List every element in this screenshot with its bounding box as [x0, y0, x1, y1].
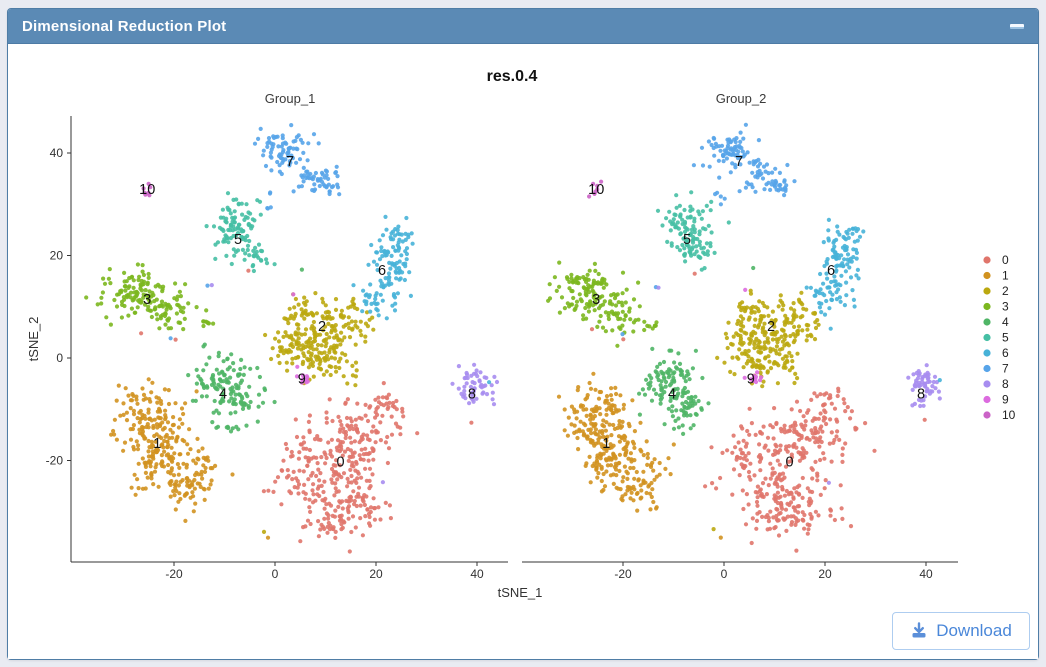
legend-label: 10	[1002, 408, 1016, 422]
legend-item-0: 0	[983, 253, 1009, 267]
y-tick-label: 40	[50, 146, 64, 160]
legend-item-5: 5	[983, 331, 1009, 345]
cluster-label-10: 10	[139, 182, 155, 198]
cluster-label-7: 7	[286, 154, 294, 170]
legend-swatch	[983, 287, 991, 295]
legend-swatch	[983, 256, 991, 264]
legend-swatch	[983, 333, 991, 342]
cluster-label-3: 3	[143, 292, 151, 308]
cluster-label-5: 5	[234, 232, 242, 248]
cluster-label-6: 6	[827, 263, 835, 279]
legend-label: 8	[1002, 377, 1009, 391]
minimize-icon[interactable]	[1010, 23, 1024, 29]
legend-label: 7	[1002, 362, 1009, 376]
scatter-points	[84, 122, 942, 554]
y-tick-label: 0	[56, 351, 63, 365]
cluster-label-9: 9	[298, 372, 306, 388]
facet-label-group-2: Group_2	[716, 91, 767, 106]
x-axis-title: tSNE_1	[498, 585, 543, 600]
panel-points-Group_1	[84, 123, 500, 554]
legend-swatch	[983, 302, 991, 311]
download-button[interactable]: Download	[892, 612, 1030, 650]
cluster-label-4: 4	[219, 386, 227, 402]
x-tick-label: 20	[369, 567, 383, 581]
plot-area: res.0.4 Group_1 Group_2 tSNE_1 tSNE_2 -2…	[8, 44, 1038, 659]
dimensional-reduction-panel: Dimensional Reduction Plot res.0.4 Group…	[7, 8, 1039, 660]
legend-label: 0	[1002, 253, 1009, 267]
x-tick-label: 0	[272, 567, 279, 581]
cluster-label-10: 10	[588, 182, 604, 198]
cluster-labels: 0 1 2 3 4 5 6 7 8 9 10 0 1 2 3 4 5 6 7 8 9 10	[139, 154, 925, 470]
cluster-label-9: 9	[747, 372, 755, 388]
x-tick-label: -20	[614, 567, 632, 581]
download-button-label: Download	[936, 621, 1012, 640]
legend-swatch	[983, 271, 991, 280]
panel-points-Group_2	[546, 122, 942, 553]
cluster-label-8: 8	[468, 386, 476, 402]
legend-item-1: 1	[983, 269, 1009, 283]
x-tick-label: 0	[721, 567, 728, 581]
legend-label: 1	[1002, 269, 1009, 283]
legend-item-4: 4	[983, 315, 1009, 329]
cluster-label-0: 0	[786, 455, 794, 471]
plot-title: res.0.4	[487, 68, 538, 85]
legend-item-7: 7	[983, 362, 1009, 376]
x-tick-label: -20	[165, 567, 183, 581]
x-tick-label: 40	[470, 567, 484, 581]
legend-label: 2	[1002, 284, 1009, 298]
legend-swatch	[983, 349, 991, 357]
y-tick-label: 20	[50, 249, 64, 263]
legend: 0 12 34 56 78 910	[983, 253, 1016, 422]
legend-swatch	[983, 395, 991, 404]
legend-label: 9	[1002, 393, 1009, 407]
legend-item-2: 2	[983, 284, 1009, 298]
legend-swatch	[983, 380, 991, 388]
cluster-label-2: 2	[767, 319, 775, 335]
download-icon	[912, 622, 926, 638]
legend-swatch	[983, 364, 991, 373]
facet-label-group-1: Group_1	[265, 91, 316, 106]
legend-label: 5	[1002, 331, 1009, 345]
cluster-label-2: 2	[318, 319, 326, 335]
legend-label: 6	[1002, 346, 1009, 360]
cluster-label-0: 0	[337, 455, 345, 471]
legend-swatch	[983, 318, 991, 326]
legend-item-3: 3	[983, 300, 1009, 314]
legend-swatch	[983, 411, 991, 419]
legend-label: 3	[1002, 300, 1009, 314]
cluster-label-1: 1	[602, 436, 610, 452]
tsne-scatter-plot: res.0.4 Group_1 Group_2 tSNE_1 tSNE_2 -2…	[26, 68, 1016, 600]
x-tick-label: 40	[919, 567, 933, 581]
cluster-label-6: 6	[378, 263, 386, 279]
y-axis-title: tSNE_2	[26, 317, 41, 362]
panel-header: Dimensional Reduction Plot	[8, 9, 1038, 44]
legend-label: 4	[1002, 315, 1009, 329]
legend-item-10: 10	[983, 408, 1016, 422]
cluster-label-8: 8	[917, 386, 925, 402]
legend-item-9: 9	[983, 393, 1009, 407]
cluster-label-7: 7	[735, 154, 743, 170]
legend-item-8: 8	[983, 377, 1009, 391]
cluster-label-5: 5	[683, 232, 691, 248]
y-tick-label: -20	[46, 454, 64, 468]
cluster-label-3: 3	[592, 292, 600, 308]
cluster-label-1: 1	[153, 436, 161, 452]
x-tick-label: 20	[818, 567, 832, 581]
legend-item-6: 6	[983, 346, 1009, 360]
panel-title: Dimensional Reduction Plot	[22, 17, 227, 35]
cluster-label-4: 4	[668, 386, 676, 402]
